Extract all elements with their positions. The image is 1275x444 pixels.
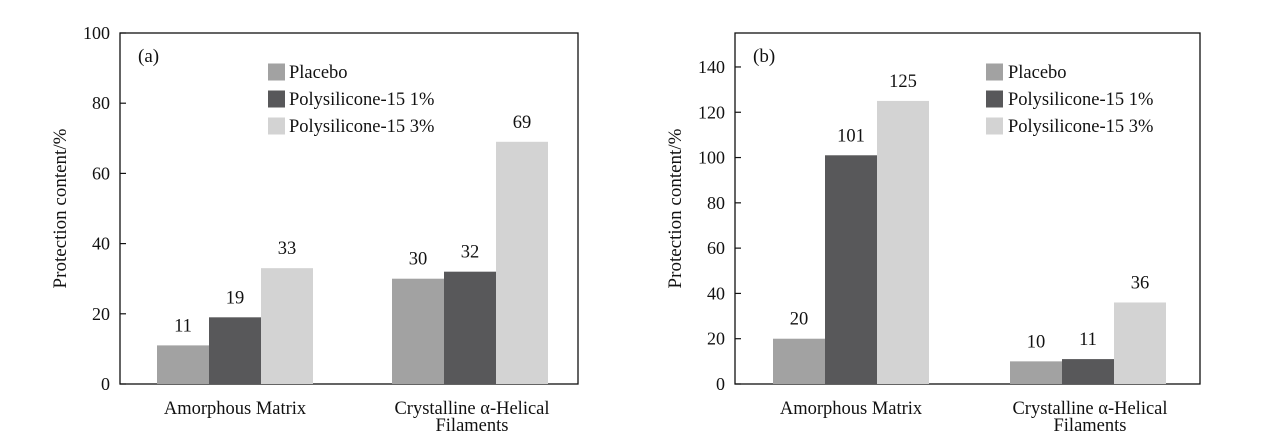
legend-label: Placebo bbox=[289, 63, 348, 83]
y-tick-label: 0 bbox=[101, 374, 110, 394]
plot-frame bbox=[734, 32, 1201, 385]
data-label: 69 bbox=[513, 113, 532, 133]
x-category-label: Filaments bbox=[436, 416, 509, 436]
bar bbox=[825, 155, 877, 384]
legend-label: Polysilicone-15 1% bbox=[289, 90, 434, 110]
y-axis-title: Protection content/% bbox=[50, 128, 71, 288]
bar bbox=[261, 268, 313, 384]
data-label: 30 bbox=[409, 250, 428, 270]
legend-label: Polysilicone-15 1% bbox=[1008, 90, 1153, 110]
y-tick-label: 120 bbox=[698, 102, 725, 122]
legend-swatch bbox=[268, 63, 285, 81]
bar bbox=[773, 338, 825, 384]
bar bbox=[157, 345, 209, 384]
legend-swatch bbox=[268, 117, 285, 135]
chart-panel-b: 0 20 40 60 80 100 120 140 Protection content/% 20… bbox=[665, 32, 1201, 436]
panel-label: (b) bbox=[753, 46, 775, 67]
bar bbox=[209, 317, 261, 384]
y-tick-label: 40 bbox=[707, 283, 725, 303]
y-tick-label: 80 bbox=[92, 93, 110, 113]
data-label: 36 bbox=[1131, 273, 1150, 293]
data-label: 10 bbox=[1027, 332, 1046, 352]
data-label: 33 bbox=[278, 239, 297, 259]
bar bbox=[444, 271, 496, 384]
legend-swatch bbox=[986, 63, 1003, 81]
data-label: 125 bbox=[889, 72, 917, 92]
bar bbox=[496, 141, 548, 384]
data-label: 11 bbox=[174, 316, 192, 336]
x-category-label: Amorphous Matrix bbox=[164, 399, 307, 419]
x-category-label: Crystalline α-Helical bbox=[1012, 399, 1167, 419]
y-axis-title: Protection content/% bbox=[665, 128, 686, 288]
y-tick-label: 100 bbox=[698, 148, 725, 168]
bar bbox=[1010, 361, 1062, 384]
legend: Placebo Polysilicone-15 1% Polysilicone-15… bbox=[268, 63, 434, 137]
plot-frame bbox=[119, 32, 579, 385]
legend-label: Polysilicone-15 3% bbox=[1008, 117, 1153, 137]
y-tick-label: 20 bbox=[707, 329, 725, 349]
bar bbox=[1062, 359, 1114, 384]
y-tick-label: 60 bbox=[707, 238, 725, 258]
y-tick-label: 60 bbox=[92, 163, 110, 183]
data-label: 101 bbox=[837, 126, 865, 146]
panel-label: (a) bbox=[138, 46, 159, 67]
bar bbox=[392, 278, 444, 384]
bar bbox=[877, 100, 929, 384]
legend-swatch bbox=[268, 90, 285, 108]
x-category-label: Amorphous Matrix bbox=[780, 399, 923, 419]
legend-label: Placebo bbox=[1008, 63, 1067, 83]
x-category-label: Crystalline α-Helical bbox=[394, 399, 549, 419]
y-tick-label: 80 bbox=[707, 193, 725, 213]
y-tick-label: 20 bbox=[92, 304, 110, 324]
data-label: 19 bbox=[226, 288, 245, 308]
y-tick-label: 140 bbox=[698, 57, 725, 77]
legend-label: Polysilicone-15 3% bbox=[289, 117, 434, 137]
bar bbox=[1114, 302, 1166, 384]
y-tick-label: 40 bbox=[92, 234, 110, 254]
legend-swatch bbox=[986, 117, 1003, 135]
data-label: 32 bbox=[461, 243, 480, 263]
data-label: 20 bbox=[790, 310, 809, 330]
y-tick-label: 0 bbox=[716, 374, 725, 394]
legend-swatch bbox=[986, 90, 1003, 108]
chart-panel-a: 0 20 40 60 80 100 Protection content/% 11 30 19 32… bbox=[50, 23, 579, 436]
y-tick-label: 100 bbox=[83, 23, 110, 43]
x-category-label: Filaments bbox=[1054, 416, 1127, 436]
data-label: 11 bbox=[1079, 330, 1097, 350]
legend: Placebo Polysilicone-15 1% Polysilicone-15… bbox=[986, 63, 1153, 137]
